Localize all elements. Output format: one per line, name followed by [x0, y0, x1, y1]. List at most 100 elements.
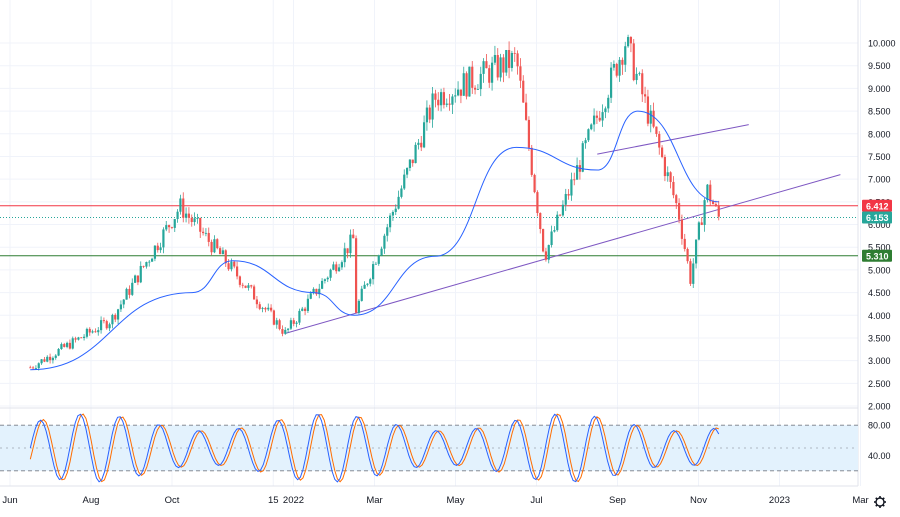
- candle-body: [490, 62, 494, 83]
- candle-body: [156, 245, 159, 251]
- candle-body: [533, 174, 536, 193]
- candle-body: [173, 219, 176, 228]
- stoch-d-line: [29, 413, 719, 483]
- candle-body: [320, 280, 324, 289]
- candle-body: [182, 198, 185, 218]
- time-tick-label: Jun: [2, 495, 17, 506]
- time-tick-label: 2022: [283, 495, 304, 506]
- candle-body: [680, 219, 684, 239]
- time-axis[interactable]: Jun Aug Oct 15 2022 Mar May Jul Sep Nov 2023 Mar: [2, 495, 868, 506]
- candle-body: [717, 205, 720, 217]
- price-label-text-resistance: 6.412: [866, 201, 889, 211]
- candle-body: [643, 94, 647, 97]
- gear-icon[interactable]: [874, 496, 886, 508]
- candle-body: [539, 213, 542, 230]
- candle-body: [142, 265, 145, 267]
- candle-body: [57, 349, 60, 356]
- candle-body: [660, 147, 664, 157]
- candle-body: [170, 227, 174, 228]
- time-tick-label: Mar: [852, 495, 868, 506]
- candle-body: [573, 179, 576, 181]
- candle-body: [595, 115, 599, 118]
- candle-body: [420, 142, 423, 148]
- candle-body: [352, 234, 355, 239]
- candle-body: [167, 225, 171, 228]
- moving-average: [30, 110, 719, 371]
- time-tick-label: Mar: [366, 495, 382, 506]
- candle-body: [686, 248, 689, 262]
- price-tick-label: 5.000: [868, 265, 891, 275]
- candle-body: [459, 89, 463, 96]
- rising-trendline: [285, 174, 841, 334]
- candle-body: [405, 168, 409, 175]
- candle-body: [400, 188, 403, 197]
- candle-body: [125, 288, 128, 300]
- candle-body: [312, 288, 315, 294]
- price-label-text-support: 5.310: [866, 251, 889, 261]
- candle-body: [575, 165, 579, 180]
- candle-body: [499, 57, 502, 78]
- price-axis[interactable]: 10.0009.5009.0008.5008.0007.5007.0006.50…: [868, 39, 896, 412]
- time-tick-label: Sep: [609, 495, 626, 506]
- candle-body: [71, 338, 74, 349]
- candle-body: [54, 355, 57, 358]
- candle-body: [247, 285, 250, 288]
- candle-body: [34, 368, 38, 369]
- candle-body: [213, 239, 216, 253]
- price-tick-label: 4.000: [868, 311, 891, 321]
- price-label-text-last-price: 6.153: [866, 213, 889, 223]
- candle-body: [303, 308, 307, 311]
- candle-body: [609, 67, 613, 98]
- candle-body: [714, 204, 718, 206]
- candle-body: [558, 214, 562, 216]
- candle-body: [703, 200, 706, 225]
- candle-body: [258, 304, 261, 309]
- candle-body: [510, 53, 514, 68]
- candle-body: [417, 142, 420, 145]
- candle-body: [471, 66, 474, 88]
- candle-body: [136, 275, 140, 283]
- candle-body: [150, 258, 154, 262]
- candle-body: [567, 193, 570, 196]
- candle-body: [524, 102, 528, 120]
- candle-body: [431, 93, 434, 120]
- candle-body: [437, 99, 440, 106]
- candle-body: [40, 359, 43, 364]
- candle-body: [190, 217, 193, 223]
- price-labels: 6.412 6.153 5.310: [862, 199, 892, 262]
- candle-body: [570, 179, 573, 196]
- candle-body: [65, 342, 69, 347]
- candle-body: [394, 208, 397, 212]
- candle-body: [632, 43, 635, 81]
- candle-body: [380, 248, 383, 256]
- price-tick-label: 9.000: [868, 84, 891, 94]
- candle-body: [357, 300, 361, 313]
- candle-body: [663, 156, 667, 177]
- candle-body: [388, 215, 392, 228]
- candle-body: [683, 238, 686, 249]
- candle-body: [323, 279, 327, 281]
- candle-body: [414, 144, 417, 164]
- candle-body: [434, 93, 437, 100]
- candle-body: [479, 73, 482, 90]
- candle-body: [179, 198, 182, 212]
- candle-body: [652, 110, 655, 127]
- candle-body: [541, 229, 545, 252]
- candle-body: [553, 230, 556, 232]
- candle-body: [346, 248, 349, 254]
- candle-body: [502, 57, 505, 73]
- candle-body: [295, 322, 298, 324]
- candle-body: [505, 50, 508, 73]
- candle-body: [176, 211, 179, 220]
- oscillator-pane: 80.00 40.00: [0, 413, 891, 483]
- candle-body: [677, 203, 681, 220]
- candle-body: [672, 181, 675, 196]
- candle-body: [694, 239, 698, 264]
- candle-body: [51, 357, 55, 361]
- time-tick-label: Jul: [530, 495, 542, 506]
- candle-body: [74, 338, 77, 340]
- candle-body: [315, 288, 318, 295]
- candle-body: [666, 172, 669, 177]
